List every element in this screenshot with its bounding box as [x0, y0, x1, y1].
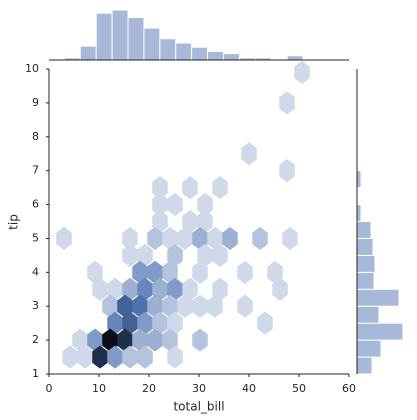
y-tick-label: 9: [32, 96, 39, 109]
hexbin: [212, 243, 228, 268]
histogram-bar: [127, 16, 145, 61]
histogram-bar: [356, 221, 372, 239]
hexbin: [272, 277, 288, 301]
histogram-bar: [175, 42, 193, 61]
hexbin: [279, 91, 295, 115]
y-tick-label: 8: [32, 130, 39, 143]
histogram-bar: [356, 288, 400, 307]
hexbin: [167, 192, 183, 217]
hexbin: [62, 345, 78, 369]
x-axis-label: total_bill: [173, 400, 224, 414]
x-tick-label: 30: [192, 382, 206, 395]
histogram-bar: [356, 271, 375, 290]
histogram-bar: [356, 305, 380, 324]
hexbin: [237, 294, 253, 318]
hexbin: [182, 175, 198, 200]
histogram-bar: [356, 339, 382, 358]
histogram-bar: [356, 237, 374, 256]
hexbin: [56, 226, 72, 251]
x-tick-label: 40: [242, 382, 256, 395]
hexbin: [257, 311, 273, 335]
histogram-bar: [143, 27, 161, 61]
x-tick-label: 0: [46, 382, 53, 395]
hexbin: [192, 328, 208, 352]
x-tick-label: 50: [292, 382, 306, 395]
histogram-bar: [79, 45, 97, 61]
hexbin: [241, 142, 257, 166]
hexbin: [192, 260, 208, 284]
histogram-bar: [207, 50, 225, 61]
y-axis-label: tip: [7, 214, 21, 230]
y-tick-label: 10: [25, 62, 39, 75]
hexbin: [137, 345, 153, 369]
y-tick-label: 7: [32, 164, 39, 177]
histogram-bar: [356, 204, 362, 223]
hexbin: [252, 226, 268, 251]
x-tick-label: 10: [92, 382, 106, 395]
x-tick-label: 60: [342, 382, 356, 395]
histogram-bar: [356, 254, 376, 273]
hexbin: [122, 243, 138, 268]
histogram-bar: [191, 46, 209, 61]
hexbin: [167, 345, 183, 369]
histogram-bar: [286, 55, 304, 61]
histogram-bar: [223, 53, 240, 61]
y-tick-label: 4: [32, 265, 39, 278]
histogram-bar: [356, 322, 404, 341]
hexbin: [192, 294, 208, 318]
hexbin: [282, 226, 298, 251]
histogram-bar: [356, 356, 373, 375]
y-tick-label: 3: [32, 299, 39, 312]
y-tick-label: 6: [32, 198, 39, 211]
y-tick-label: 1: [32, 367, 39, 380]
hexbin: [294, 60, 310, 85]
hexbin: [212, 175, 228, 200]
histogram-bar: [111, 9, 129, 61]
x-tick-label: 20: [142, 382, 156, 395]
hexbin: [279, 159, 295, 183]
hexbin: [222, 226, 238, 251]
histogram-bar: [159, 38, 177, 61]
y-tick-label: 2: [32, 333, 39, 346]
y-tick-label: 5: [32, 231, 39, 244]
histogram-bar: [95, 12, 113, 61]
histogram-bar: [356, 170, 362, 189]
hexbin: [237, 260, 253, 284]
hexbin: [207, 294, 223, 318]
